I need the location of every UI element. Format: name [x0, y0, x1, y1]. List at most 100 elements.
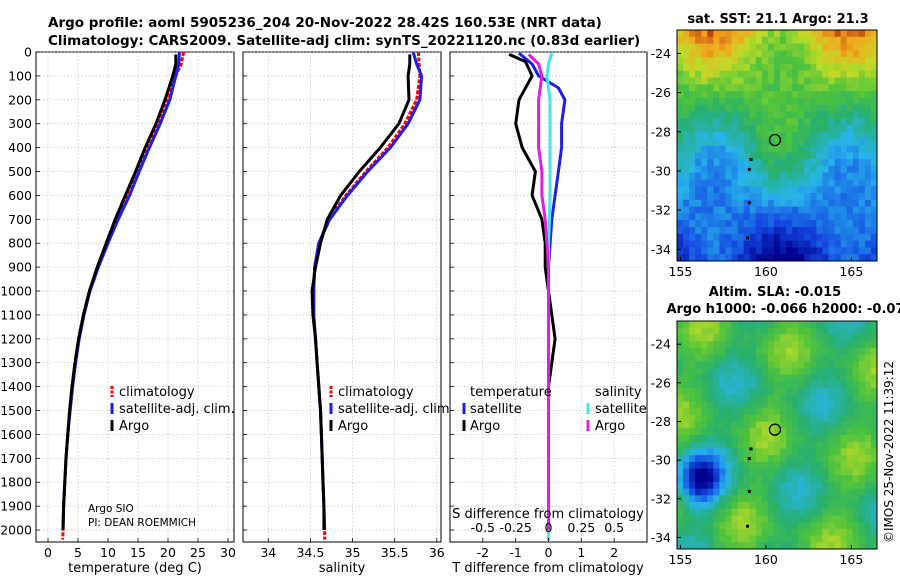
map-cell [840, 522, 848, 530]
map-cell [719, 522, 726, 530]
map-cell [737, 36, 745, 44]
map-cell [719, 125, 726, 133]
map-cell [749, 401, 757, 409]
map-cell [731, 193, 739, 201]
map-cell [792, 145, 799, 153]
map-cell [707, 488, 714, 496]
map-cell [798, 414, 805, 422]
map-cell [834, 515, 842, 523]
map-cell [810, 361, 817, 369]
map-cell [719, 388, 726, 396]
map-cell [828, 421, 835, 429]
map-cell [798, 334, 805, 342]
map-cell [786, 159, 793, 167]
map-cell [786, 145, 793, 153]
map-cell [792, 515, 799, 523]
map-cell [822, 488, 829, 496]
map-cell [810, 448, 817, 456]
map-cell [773, 70, 781, 78]
map-cell [737, 421, 745, 429]
map-cell [852, 347, 860, 355]
map-cell [822, 495, 829, 503]
map-cell [792, 199, 799, 208]
map-cell [834, 354, 842, 362]
map-cell [858, 220, 866, 228]
map-cell [858, 394, 866, 402]
map-cell [840, 441, 848, 449]
map-cell [864, 455, 872, 463]
map-cell [677, 354, 684, 362]
map-cell [834, 84, 842, 92]
map-cell [780, 455, 787, 463]
map-cell [840, 172, 848, 180]
map-cell [840, 341, 848, 349]
map-cell [725, 388, 732, 396]
map-cell [870, 111, 878, 119]
map-cell [822, 388, 829, 396]
map-cell [749, 199, 757, 208]
map-cell [804, 495, 811, 503]
map-cell [834, 441, 842, 449]
map-cell [701, 468, 708, 476]
map-cell [695, 361, 702, 369]
map-cell [755, 388, 763, 396]
map-cell [689, 165, 696, 174]
map-cell [725, 441, 732, 449]
map-cell [858, 381, 866, 389]
map-cell [786, 435, 793, 443]
map-cell [773, 468, 781, 476]
map-cell [707, 394, 714, 402]
map-cell [792, 36, 799, 44]
map-cell [773, 441, 781, 449]
map-cell [719, 227, 726, 235]
map-cell [743, 213, 751, 221]
map-cell [725, 199, 732, 208]
map-cell [749, 97, 757, 106]
map-cell [780, 131, 787, 140]
map-cell [822, 508, 829, 516]
map-cell [852, 367, 860, 376]
map-cell [725, 468, 732, 476]
map-cell [822, 63, 829, 72]
map-cell [864, 233, 872, 242]
map-cell [828, 111, 835, 119]
map-cell [707, 97, 714, 106]
map-cell [761, 91, 769, 99]
map-cell [780, 159, 787, 167]
map-cell [689, 104, 696, 112]
map-cell [683, 441, 690, 449]
map-cell [828, 118, 835, 126]
map-cell [773, 43, 781, 51]
map-cell [816, 468, 823, 476]
map-cell [683, 448, 690, 456]
map-cell [858, 233, 866, 242]
map-cell [864, 414, 872, 422]
map-cell [804, 347, 811, 355]
map-cell [780, 441, 787, 449]
map-cell [755, 381, 763, 389]
map-cell [731, 70, 739, 78]
map-cell [816, 193, 823, 201]
map-cell [743, 145, 751, 153]
map-cell [798, 488, 805, 496]
map-cell [840, 475, 848, 483]
map-cell [743, 388, 751, 396]
map-cell [816, 97, 823, 106]
map-cell [683, 414, 690, 422]
map-cell [677, 502, 684, 510]
map-cell [846, 321, 854, 329]
map-cell [834, 321, 842, 329]
map-cell [719, 448, 726, 456]
map-cell [780, 213, 787, 221]
map-cell [870, 435, 878, 443]
map-cell [792, 374, 799, 382]
map-cell [864, 152, 872, 160]
map-cell [852, 488, 860, 496]
map-cell [695, 125, 702, 133]
map-cell [749, 468, 757, 476]
map-cell [834, 36, 842, 44]
map-cell [798, 367, 805, 376]
map-cell [683, 341, 690, 349]
map-cell [804, 435, 811, 443]
map-cell [731, 461, 739, 469]
